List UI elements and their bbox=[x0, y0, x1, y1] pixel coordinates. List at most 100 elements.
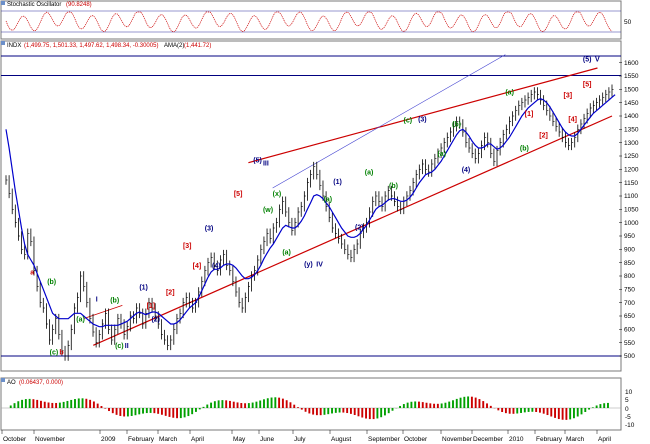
ao-bar bbox=[334, 408, 337, 413]
ao-bar bbox=[142, 408, 144, 414]
wave-label: IV bbox=[316, 262, 323, 269]
y-tick-label: 1250 bbox=[624, 153, 639, 160]
wave-label: (b) bbox=[110, 298, 119, 305]
ao-bar bbox=[36, 399, 39, 408]
ao-bar bbox=[9, 405, 12, 408]
ao-bar bbox=[478, 399, 481, 408]
ao-bar bbox=[202, 406, 205, 408]
ao-bar bbox=[221, 400, 224, 408]
y-tick-label: 950 bbox=[624, 233, 635, 240]
ao-bar bbox=[349, 408, 352, 414]
ao-bar bbox=[346, 408, 349, 414]
wave-label: [1] bbox=[525, 111, 534, 118]
ao-bar bbox=[183, 408, 186, 418]
ao-bar bbox=[573, 408, 575, 419]
ao-bar bbox=[342, 408, 345, 413]
ao-bar bbox=[13, 403, 16, 408]
ao-bar bbox=[126, 408, 129, 417]
ao-bar bbox=[217, 400, 220, 408]
ao-bar bbox=[376, 408, 379, 419]
y-tick-label: 1100 bbox=[624, 193, 638, 200]
ao-bar bbox=[429, 403, 432, 408]
ao-bar bbox=[387, 408, 390, 414]
wave-label: (c) bbox=[404, 118, 413, 125]
ao-bar bbox=[70, 399, 73, 408]
ao-bar bbox=[255, 401, 258, 408]
wave-label: III bbox=[263, 160, 269, 167]
ao-bar bbox=[542, 408, 545, 414]
wave-label: (b) bbox=[47, 279, 56, 286]
y-tick-label: 1550 bbox=[624, 73, 639, 80]
ao-bar bbox=[96, 403, 99, 408]
wave-label: (a) bbox=[437, 151, 446, 158]
ao-bar bbox=[501, 408, 504, 413]
wave-labels: a(b)(c) bI(a)(b)(c) II(1)(2)[1][2][3](3)(4… bbox=[30, 56, 600, 356]
ao-bar bbox=[361, 408, 364, 418]
ao-bar bbox=[512, 408, 515, 414]
wave-label: (a) bbox=[282, 250, 291, 257]
ao-bar bbox=[384, 408, 386, 416]
ao-bar bbox=[569, 408, 572, 420]
ao-bar bbox=[576, 408, 579, 417]
x-tick-label: February bbox=[536, 436, 563, 443]
ao-bar bbox=[247, 403, 250, 408]
y-tick-label: 800 bbox=[624, 273, 635, 280]
ao-bar bbox=[206, 404, 209, 408]
channel-line bbox=[272, 54, 506, 189]
y-tick-label: 1300 bbox=[624, 140, 639, 147]
ao-tick: 5 bbox=[625, 397, 629, 404]
ao-bar bbox=[229, 400, 231, 408]
ao-bar bbox=[300, 408, 303, 410]
ao-bar bbox=[368, 408, 371, 420]
stochastic-value: (90.8248) bbox=[66, 2, 92, 8]
ao-bar bbox=[486, 403, 488, 408]
ao-bar bbox=[561, 408, 564, 420]
ao-bar bbox=[92, 401, 95, 408]
ao-bar bbox=[319, 408, 322, 416]
ao-bar bbox=[47, 402, 50, 408]
wave-label: (y) bbox=[304, 262, 313, 269]
ao-bar bbox=[421, 402, 424, 408]
y-tick-label: 750 bbox=[624, 287, 635, 294]
wave-label: (a) bbox=[365, 170, 374, 177]
ao-bar bbox=[134, 408, 137, 416]
x-tick-label: March bbox=[566, 436, 584, 443]
ao-bar bbox=[554, 408, 556, 418]
ao-bar bbox=[380, 408, 383, 418]
wave-label: V bbox=[595, 56, 600, 63]
ao-bar bbox=[436, 403, 439, 408]
ao-bar bbox=[538, 408, 541, 413]
ao-tick: 0 bbox=[625, 406, 629, 413]
ao-bar bbox=[232, 401, 235, 408]
ao-bar bbox=[410, 401, 413, 408]
wave-label: II bbox=[125, 343, 129, 350]
ao-bar bbox=[327, 408, 330, 415]
horizontal-lines bbox=[1, 55, 621, 357]
ao-bar bbox=[497, 408, 500, 411]
ao-bar bbox=[550, 408, 553, 417]
wedge-channel bbox=[83, 54, 613, 346]
ao-bar bbox=[145, 408, 148, 414]
wave-label: (a) bbox=[76, 316, 85, 323]
ao-bar bbox=[32, 399, 35, 408]
ao-bar bbox=[448, 401, 451, 408]
y-axis: 500 550 600 650 700 750 800 850 900 950 1000 1050 11… bbox=[619, 60, 639, 360]
wave-label: (w) bbox=[263, 207, 273, 214]
ao-bar bbox=[168, 408, 171, 417]
wave-label: (b) bbox=[389, 183, 398, 190]
x-tick-label: 2009 bbox=[101, 436, 116, 443]
ao-bar bbox=[123, 408, 126, 417]
ao-bar bbox=[599, 404, 602, 408]
x-tick-label: October bbox=[404, 436, 428, 443]
stochastic-tick: 50 bbox=[624, 19, 632, 26]
wave-label: (4) bbox=[462, 167, 471, 174]
y-tick-label: 1400 bbox=[624, 113, 639, 120]
ao-tick: 10 bbox=[625, 389, 633, 396]
ao-bar bbox=[187, 408, 190, 417]
wave-label: [3] bbox=[564, 92, 573, 99]
y-tick-label: 1200 bbox=[624, 167, 639, 174]
ao-histogram bbox=[9, 396, 609, 420]
ao-bar bbox=[418, 401, 420, 408]
ao-bar bbox=[28, 398, 31, 408]
